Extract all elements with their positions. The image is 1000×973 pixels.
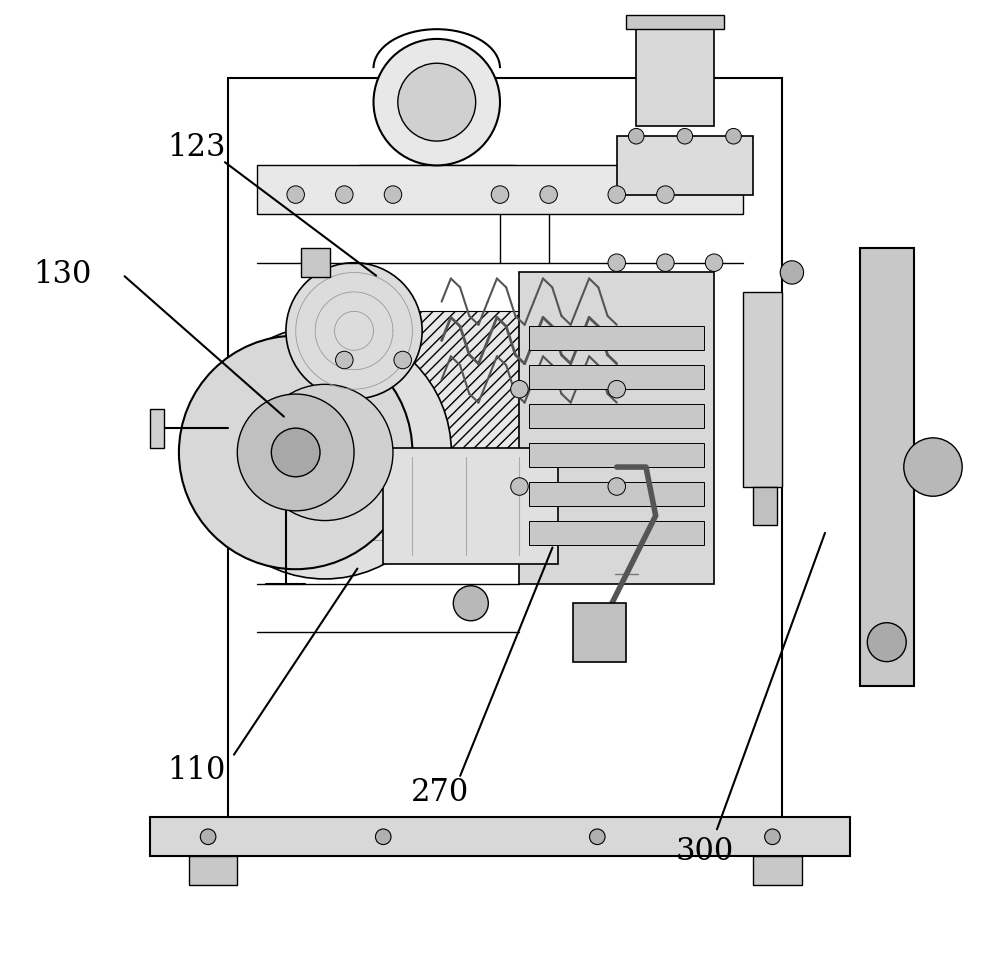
Circle shape bbox=[657, 186, 674, 203]
Bar bbox=[529, 521, 704, 545]
Circle shape bbox=[608, 478, 626, 495]
Circle shape bbox=[336, 186, 353, 203]
Circle shape bbox=[286, 263, 422, 399]
Circle shape bbox=[374, 39, 500, 165]
Bar bbox=[529, 404, 704, 428]
Circle shape bbox=[677, 128, 693, 144]
Bar bbox=[636, 29, 714, 126]
Bar bbox=[150, 817, 850, 856]
Bar bbox=[860, 248, 914, 686]
Circle shape bbox=[608, 186, 626, 203]
Circle shape bbox=[657, 254, 674, 271]
Bar bbox=[383, 448, 558, 564]
Text: 130: 130 bbox=[33, 259, 91, 290]
Bar bbox=[626, 15, 724, 29]
Circle shape bbox=[867, 623, 906, 662]
Circle shape bbox=[491, 186, 509, 203]
Bar bbox=[301, 248, 330, 277]
Text: 300: 300 bbox=[675, 836, 733, 867]
Bar bbox=[617, 136, 753, 195]
Circle shape bbox=[179, 336, 412, 569]
Circle shape bbox=[780, 261, 804, 284]
Circle shape bbox=[511, 478, 528, 495]
Bar bbox=[150, 409, 164, 448]
Circle shape bbox=[384, 186, 402, 203]
Circle shape bbox=[375, 829, 391, 845]
Circle shape bbox=[511, 380, 528, 398]
Bar bbox=[743, 292, 782, 486]
Bar bbox=[257, 165, 743, 214]
Text: 123: 123 bbox=[167, 132, 226, 163]
Circle shape bbox=[398, 63, 476, 141]
Text: 110: 110 bbox=[167, 755, 226, 786]
Circle shape bbox=[271, 428, 320, 477]
Bar bbox=[529, 326, 704, 350]
Bar bbox=[529, 482, 704, 506]
Circle shape bbox=[198, 326, 451, 579]
Bar bbox=[519, 272, 714, 584]
Circle shape bbox=[608, 380, 626, 398]
Bar bbox=[529, 365, 704, 389]
Circle shape bbox=[628, 128, 644, 144]
Circle shape bbox=[336, 351, 353, 369]
Bar bbox=[753, 486, 777, 525]
Circle shape bbox=[590, 829, 605, 845]
Circle shape bbox=[705, 254, 723, 271]
Circle shape bbox=[257, 384, 393, 521]
Circle shape bbox=[200, 829, 216, 845]
Circle shape bbox=[540, 186, 557, 203]
Circle shape bbox=[608, 254, 626, 271]
Circle shape bbox=[237, 394, 354, 511]
Bar bbox=[189, 856, 237, 885]
Circle shape bbox=[765, 829, 780, 845]
Bar bbox=[753, 856, 802, 885]
Circle shape bbox=[453, 586, 488, 621]
Circle shape bbox=[287, 186, 304, 203]
Circle shape bbox=[394, 351, 411, 369]
Polygon shape bbox=[359, 165, 515, 190]
Bar bbox=[529, 443, 704, 467]
Text: 270: 270 bbox=[410, 777, 469, 809]
Circle shape bbox=[726, 128, 741, 144]
Bar bbox=[354, 311, 519, 448]
Bar bbox=[573, 603, 626, 662]
Circle shape bbox=[904, 438, 962, 496]
